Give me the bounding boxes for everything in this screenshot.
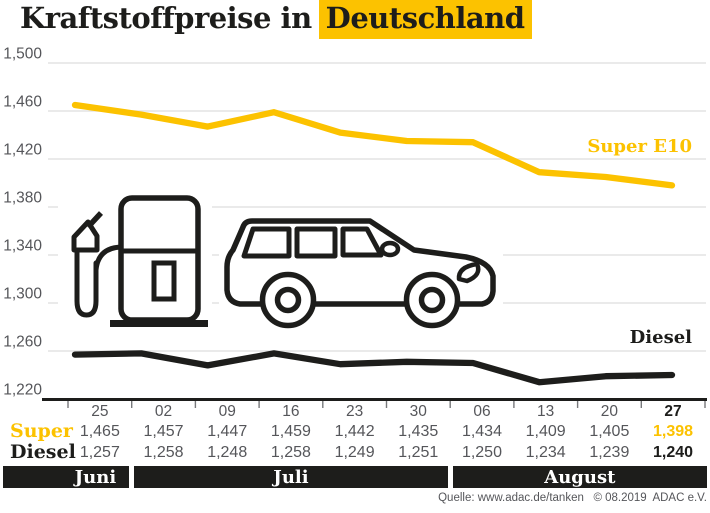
x-axis-dates-row: 25 02 09 16 23 30 06 13 20 27 [2,403,705,421]
month-band-august: August [452,466,707,488]
y-axis-label: 1,300 [3,286,42,303]
date-cell: 25 [91,403,109,420]
super-value-cell: 1,405 [589,423,630,440]
diesel-value-cell: 1,249 [334,444,375,461]
y-axis-label: 1,260 [3,334,42,351]
page-title: Kraftstoffpreise in Deutschland [20,0,532,39]
diesel-value-cell: 1,258 [270,444,311,461]
row-label-super: Super [10,420,73,442]
y-axis-label: 1,340 [3,238,42,255]
series-label-super-e10: Super E10 [587,136,692,157]
diesel-cells: 1,257 1,258 1,248 1,258 1,249 1,251 1,250 1,234… [68,442,705,463]
page-title-highlight: Deutschland [318,0,532,39]
y-axis-label: 1,380 [3,190,42,207]
diesel-value-cell: 1,251 [398,444,439,461]
diesel-value-cell: 1,234 [525,444,566,461]
super-values-row: Super 1,465 1,457 1,447 1,459 1,442 1,435 1,43… [2,421,705,442]
diesel-value-cell: 1,250 [461,444,502,461]
y-axis-label: 1,500 [3,46,42,63]
page-title-plain: Kraftstoffpreise in [20,1,312,35]
super-value-cell: 1,435 [398,423,439,440]
super-value-cell: 1,459 [270,423,311,440]
month-band-juni: Juni [3,466,130,488]
dates-cells: 25 02 09 16 23 30 06 13 20 27 [68,403,705,421]
super-value-cell: 1,398 [653,423,694,440]
date-cell: 06 [473,403,491,420]
fuel-pump-icon [58,192,212,330]
date-cell: 02 [154,403,173,420]
super-line [71,101,676,189]
y-axis-label: 1,420 [3,142,42,159]
super-value-cell: 1,434 [461,423,502,440]
y-axis-label: 1,460 [3,94,42,111]
series-label-diesel: Diesel [629,327,692,348]
x-axis-line [42,398,707,401]
source-credit: Quelle: www.adac.de/tanken © 08.2019 ADA… [438,492,707,504]
car-icon [219,214,503,334]
super-value-cell: 1,442 [334,423,375,440]
date-cell: 16 [282,403,300,420]
date-cell: 20 [600,403,618,420]
diesel-value-cell: 1,248 [207,444,248,461]
super-cells: 1,465 1,457 1,447 1,459 1,442 1,435 1,434 1,409… [68,421,705,442]
super-value-cell: 1,447 [207,423,248,440]
diesel-value-cell: 1,258 [143,444,184,461]
row-label-diesel: Diesel [10,441,76,463]
y-axis-label: 1,220 [3,382,42,399]
super-value-cell: 1,465 [79,423,120,440]
date-cell: 09 [218,403,236,420]
diesel-value-cell: 1,257 [79,444,120,461]
date-cell: 13 [537,403,555,420]
diesel-value-cell: 1,239 [589,444,630,461]
date-cell: 30 [409,403,427,420]
super-value-cell: 1,409 [525,423,566,440]
super-value-cell: 1,457 [143,423,184,440]
month-band-juli: Juli [134,466,448,488]
diesel-line [71,350,676,386]
date-cell: 27 [664,403,682,420]
date-cell: 23 [345,403,364,420]
diesel-values-row: Diesel 1,257 1,258 1,248 1,258 1,249 1,251 1,2… [2,442,705,463]
diesel-value-cell: 1,240 [653,444,694,461]
